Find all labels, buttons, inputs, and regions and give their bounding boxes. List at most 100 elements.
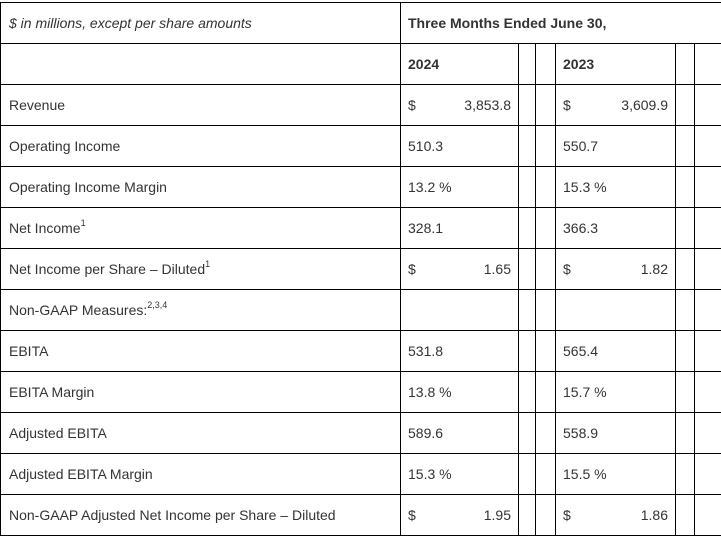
spacer-cell [536, 249, 556, 290]
amount: 1.65 [484, 261, 511, 277]
currency-symbol: $ [408, 97, 416, 113]
spacer-cell [519, 167, 536, 208]
value-2023: 550.7 [556, 126, 676, 167]
row-label: Net Income1 [1, 208, 401, 249]
amount: 1.95 [484, 507, 511, 523]
row-label-text: Adjusted EBITA Margin [9, 466, 153, 482]
spacer-cell [695, 44, 721, 85]
table-row: Net Income per Share – Diluted1$1.65$1.8… [1, 249, 721, 290]
value-2024: $1.65 [401, 249, 519, 290]
value-2023: 15.5 % [556, 454, 676, 495]
spacer-cell [676, 331, 695, 372]
year-prior: 2023 [556, 44, 676, 85]
value-2024: 531.8 [401, 331, 519, 372]
spacer-cell [519, 44, 536, 85]
row-label: Adjusted EBITA [1, 413, 401, 454]
period-label: Three Months Ended June 30, [401, 3, 721, 44]
spacer-cell [536, 167, 556, 208]
spacer-cell [676, 167, 695, 208]
spacer-cell [519, 249, 536, 290]
footnote-ref: 2,3,4 [147, 300, 167, 310]
value-2023: $1.82 [556, 249, 676, 290]
row-label: Non-GAAP Adjusted Net Income per Share –… [1, 495, 401, 536]
units-label: $ in millions, except per share amounts [1, 3, 401, 44]
row-label: Adjusted EBITA Margin [1, 454, 401, 495]
value-2023: 565.4 [556, 331, 676, 372]
value-2023: $3,609.9 [556, 85, 676, 126]
spacer-cell [695, 85, 721, 126]
spacer-cell [519, 85, 536, 126]
spacer-cell [536, 85, 556, 126]
footnote-ref: 1 [205, 259, 210, 269]
table-row: Non-GAAP Measures:2,3,4 [1, 290, 721, 331]
spacer-cell [695, 126, 721, 167]
spacer-cell [519, 126, 536, 167]
row-label-text: Operating Income Margin [9, 179, 167, 195]
row-label-text: Non-GAAP Adjusted Net Income per Share –… [9, 507, 336, 523]
spacer-cell [676, 290, 695, 331]
value-2023: 15.7 % [556, 372, 676, 413]
row-label-text: Net Income per Share – Diluted [9, 261, 205, 277]
row-label-text: EBITA [9, 343, 48, 359]
spacer-cell [676, 413, 695, 454]
header-row-period: $ in millions, except per share amounts … [1, 3, 721, 44]
currency-symbol: $ [408, 261, 416, 277]
value-2023: 15.3 % [556, 167, 676, 208]
value-2024: 328.1 [401, 208, 519, 249]
value-2023: $1.86 [556, 495, 676, 536]
value-2024: $3,853.8 [401, 85, 519, 126]
spacer-cell [536, 126, 556, 167]
spacer-cell [519, 290, 536, 331]
value-2023: 558.9 [556, 413, 676, 454]
spacer-cell [536, 413, 556, 454]
spacer-cell [676, 454, 695, 495]
year-current: 2024 [401, 44, 519, 85]
footnote-ref: 1 [81, 218, 86, 228]
header-row-years: 2024 2023 [1, 44, 721, 85]
header-blank-cell [1, 44, 401, 85]
spacer-cell [695, 249, 721, 290]
value-2024: 13.8 % [401, 372, 519, 413]
row-label-text: Net Income [9, 220, 81, 236]
spacer-cell [676, 126, 695, 167]
spacer-cell [536, 454, 556, 495]
currency-symbol: $ [563, 507, 571, 523]
row-label: Net Income per Share – Diluted1 [1, 249, 401, 290]
row-label: EBITA [1, 331, 401, 372]
spacer-cell [536, 331, 556, 372]
spacer-cell [519, 413, 536, 454]
currency-symbol: $ [408, 507, 416, 523]
row-label: Non-GAAP Measures:2,3,4 [1, 290, 401, 331]
spacer-cell [519, 495, 536, 536]
value-2023: 366.3 [556, 208, 676, 249]
spacer-cell [519, 331, 536, 372]
row-label-text: EBITA Margin [9, 384, 94, 400]
row-label: Revenue [1, 85, 401, 126]
spacer-cell [519, 208, 536, 249]
spacer-cell [519, 372, 536, 413]
row-label-text: Non-GAAP Measures: [9, 302, 147, 318]
value-2024: 510.3 [401, 126, 519, 167]
table-row: EBITA Margin 13.8 % 15.7 % [1, 372, 721, 413]
row-label: Operating Income Margin [1, 167, 401, 208]
row-label: EBITA Margin [1, 372, 401, 413]
amount: 1.82 [641, 261, 668, 277]
table-row: Non-GAAP Adjusted Net Income per Share –… [1, 495, 721, 536]
spacer-cell [695, 290, 721, 331]
spacer-cell [695, 372, 721, 413]
spacer-cell [536, 44, 556, 85]
value-2024: $1.95 [401, 495, 519, 536]
spacer-cell [676, 85, 695, 126]
value-2024: 589.6 [401, 413, 519, 454]
spacer-cell [695, 208, 721, 249]
value-2024: 13.2 % [401, 167, 519, 208]
spacer-cell [536, 372, 556, 413]
spacer-cell [536, 290, 556, 331]
row-label-text: Operating Income [9, 138, 120, 154]
table-row: Operating Income 510.3 550.7 [1, 126, 721, 167]
currency-symbol: $ [563, 97, 571, 113]
